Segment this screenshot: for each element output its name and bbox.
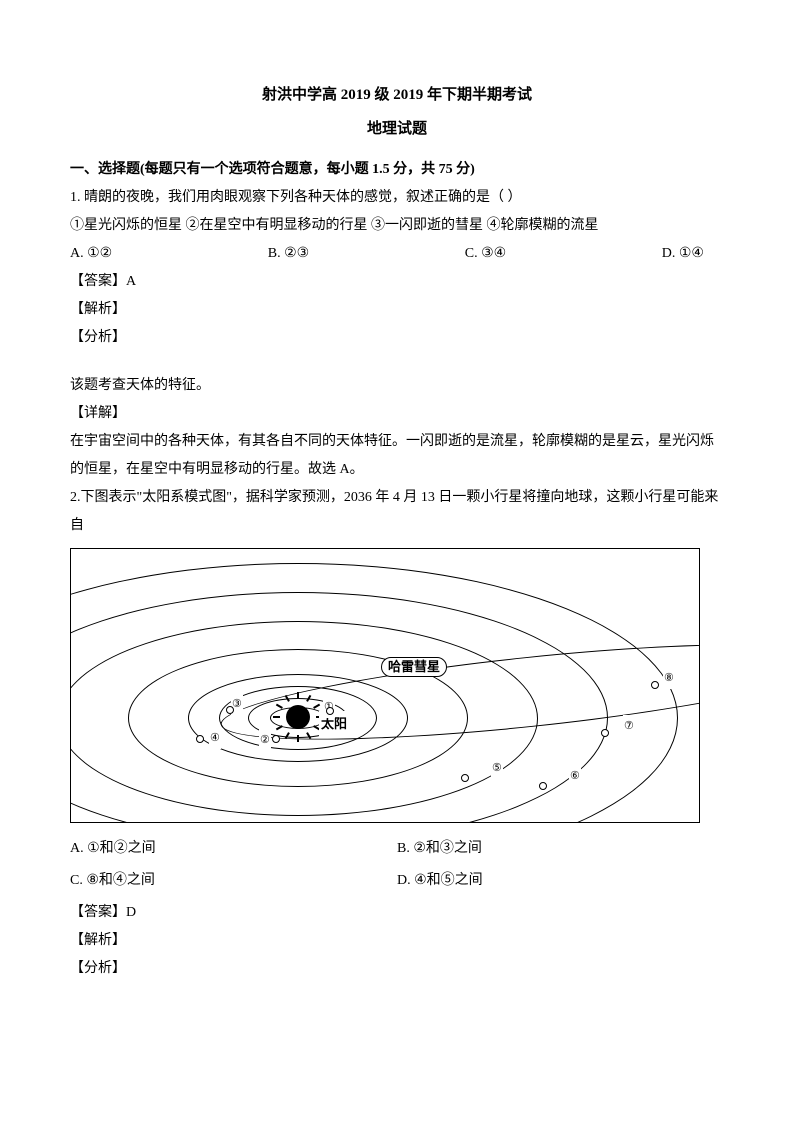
orbit-number-label: ⑤ [491, 757, 503, 779]
planet-marker [601, 729, 609, 737]
q1-option-b: B. ②③ [268, 240, 309, 268]
q2-stem: 2.下图表示"太阳系模式图"，据科学家预测，2036 年 4 月 13 日一颗小… [70, 484, 724, 540]
q1-detail-label: 【详解】 [70, 400, 724, 428]
q1-detail-text: 在宇宙空间中的各种天体，有其各自不同的天体特征。一闪即逝的是流星，轮廓模糊的是星… [70, 428, 724, 484]
sun-icon [286, 705, 310, 729]
q2-fenxi-label: 【分析】 [70, 955, 724, 983]
planet-marker [539, 782, 547, 790]
q2-option-d: D. ④和⑤之间 [397, 867, 724, 895]
q1-option-c: C. ③④ [465, 240, 506, 268]
q2-analysis-label: 【解析】 [70, 927, 724, 955]
orbit-number-label: ④ [209, 727, 221, 749]
exam-title-sub: 地理试题 [70, 114, 724, 144]
orbit-number-label: ⑦ [623, 715, 635, 737]
q1-answer: 【答案】A [70, 268, 724, 296]
q1-option-d: D. ①④ [662, 240, 704, 268]
q2-answer: 【答案】D [70, 899, 724, 927]
orbit-number-label: ⑥ [569, 765, 581, 787]
planet-marker [651, 681, 659, 689]
section-1-heading: 一、选择题(每题只有一个选项符合题意，每小题 1.5 分，共 75 分) [70, 156, 724, 184]
comet-label: 哈雷彗星 [381, 657, 447, 677]
q1-fenxi-text: 该题考查天体的特征。 [70, 372, 724, 400]
planet-marker [196, 735, 204, 743]
q1-options: A. ①② B. ②③ C. ③④ D. ①④ [70, 240, 724, 268]
solar-system-diagram: 太阳 哈雷彗星 ①②③④⑤⑥⑦⑧ [70, 548, 700, 823]
q1-fenxi-label: 【分析】 [70, 324, 724, 352]
q1-stem: 1. 晴朗的夜晚，我们用肉眼观察下列各种天体的感觉，叙述正确的是（ ） [70, 184, 724, 212]
planet-marker [272, 735, 280, 743]
q2-option-a: A. ①和②之间 [70, 835, 397, 863]
exam-title-main: 射洪中学高 2019 级 2019 年下期半期考试 [70, 80, 724, 110]
orbit-number-label: ⑧ [663, 667, 675, 689]
q2-option-c: C. ⑧和④之间 [70, 867, 397, 895]
q2-options: A. ①和②之间 B. ②和③之间 C. ⑧和④之间 D. ④和⑤之间 [70, 835, 724, 899]
planet-marker [461, 774, 469, 782]
q1-statements: ①星光闪烁的恒星 ②在星空中有明显移动的行星 ③一闪即逝的彗星 ④轮廓模糊的流星 [70, 212, 724, 240]
orbit-number-label: ② [259, 729, 271, 751]
planet-marker [226, 706, 234, 714]
spacer [70, 352, 724, 372]
q1-analysis-label: 【解析】 [70, 296, 724, 324]
q2-option-b: B. ②和③之间 [397, 835, 724, 863]
planet-marker [326, 707, 334, 715]
q1-option-a: A. ①② [70, 240, 112, 268]
